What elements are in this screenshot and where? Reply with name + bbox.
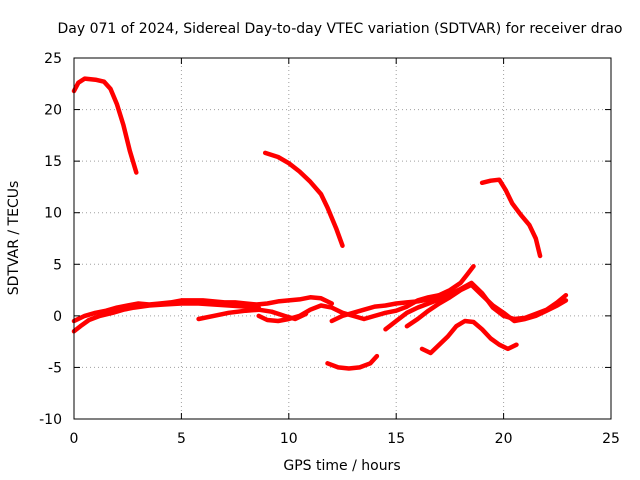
y-tick-label: -10 [39, 412, 62, 428]
y-tick-label: 10 [44, 206, 62, 222]
x-tick-label: 20 [495, 431, 513, 447]
x-tick-label: 25 [602, 431, 620, 447]
chart-title: Day 071 of 2024, Sidereal Day-to-day VTE… [57, 21, 622, 37]
series-arc-high-1 [71, 76, 139, 175]
tick-labels: 0 5 10 15 20 25 -10 -5 0 5 10 15 20 25 [39, 51, 620, 447]
y-axis-label: SDTVAR / TECUs [6, 181, 22, 296]
x-axis-label: GPS time / hours [283, 458, 400, 474]
plot-frame [73, 57, 612, 420]
ticks [73, 57, 612, 420]
series-arc-high-2 [262, 150, 345, 248]
x-tick-label: 0 [70, 431, 79, 447]
x-tick-label: 5 [177, 431, 186, 447]
y-tick-label: -5 [48, 360, 62, 376]
series-arc-high-3 [479, 177, 543, 259]
series-near-zero-2 [71, 301, 261, 334]
y-tick-label: 15 [44, 154, 62, 170]
x-tick-label: 10 [280, 431, 298, 447]
y-tick-label: 20 [44, 103, 62, 119]
series-near-zero-7 [404, 282, 569, 329]
x-tick-label: 15 [387, 431, 405, 447]
y-tick-label: 0 [53, 309, 62, 325]
series-neg-1 [325, 353, 380, 371]
series-neg-2 [419, 318, 519, 356]
y-tick-label: 25 [44, 51, 62, 67]
grid [74, 58, 611, 419]
series-near-zero-5 [329, 264, 476, 324]
series-layer [71, 76, 569, 371]
series-near-zero-1 [71, 295, 335, 324]
y-tick-label: 5 [53, 257, 62, 273]
